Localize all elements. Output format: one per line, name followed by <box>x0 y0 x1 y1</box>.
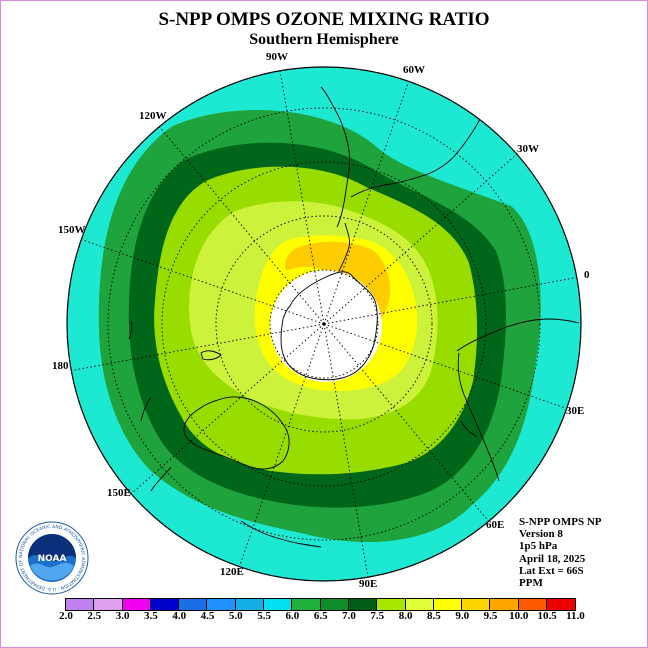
info-date: April 18, 2025 <box>519 552 586 565</box>
page-title: S-NPP OMPS OZONE MIXING RATIO <box>158 9 490 30</box>
colorbar <box>65 598 577 611</box>
colorbar-segment <box>66 599 95 610</box>
colorbar-tick-label: 9.5 <box>483 610 498 622</box>
colorbar-tick-label: 2.5 <box>87 610 102 622</box>
colorbar-segment <box>547 599 576 610</box>
colorbar-tick-label: 2.0 <box>59 610 73 622</box>
info-units: PPM <box>519 577 543 590</box>
colorbar-tick-label: 6.5 <box>313 610 328 622</box>
colorbar-segment <box>179 599 208 610</box>
lon-label-150w: 150W <box>58 224 86 236</box>
map-boundary <box>66 66 582 582</box>
colorbar-ticks: 2.0 2.5 3.0 3.5 4.0 4.5 5.0 5.5 6.0 6.5 7.0 7.5 8.0 8… <box>1 610 647 624</box>
svg-text:NOAA: NOAA <box>38 554 67 564</box>
colorbar-tick-label: 5.5 <box>257 610 271 622</box>
colorbar-tick-label: 8.5 <box>427 610 441 622</box>
lon-label-180: 180 <box>52 360 69 372</box>
info-version: Version 8 <box>519 528 563 541</box>
info-product: S-NPP OMPS NP <box>519 516 602 528</box>
colorbar-tick-label: 4.5 <box>200 610 215 622</box>
colorbar-tick-label: 5.0 <box>228 610 243 622</box>
info-pressure: 1p5 hPa <box>519 540 558 553</box>
lon-label-0: 0 <box>584 269 590 281</box>
colorbar-segment <box>518 599 548 610</box>
colorbar-segment <box>490 599 519 610</box>
colorbar-segment <box>433 599 463 610</box>
colorbar-segment <box>122 599 151 610</box>
page-subtitle: Southern Hemisphere <box>249 31 399 48</box>
lon-label-90e: 90E <box>359 578 378 590</box>
colorbar-tick-label: 9.0 <box>455 610 470 622</box>
colorbar-tick-label: 8.0 <box>398 610 413 622</box>
lon-label-120w: 120W <box>139 110 167 122</box>
colorbar-tick-label: 3.0 <box>115 610 130 622</box>
colorbar-tick-label: 11.0 <box>566 610 585 622</box>
lon-label-60w: 60W <box>403 64 425 76</box>
colorbar-segment <box>150 599 180 610</box>
colorbar-segment <box>377 599 406 610</box>
colorbar-tick-label: 10.0 <box>509 610 529 622</box>
polar-data-gap <box>270 270 382 382</box>
info-lat-extent: Lat Ext = 66S <box>519 564 584 577</box>
coastlines <box>128 86 580 548</box>
lon-label-30e: 30E <box>566 405 585 417</box>
colorbar-segment <box>348 599 378 610</box>
ozone-field <box>67 67 581 581</box>
lon-label-60e: 60E <box>486 519 505 531</box>
colorbar-segment <box>264 599 293 610</box>
colorbar-tick-label: 6.0 <box>285 610 300 622</box>
lon-label-150e: 150E <box>107 487 131 499</box>
colorbar-tick-label: 4.0 <box>172 610 187 622</box>
colorbar-segment <box>405 599 434 610</box>
colorbar-segment <box>292 599 321 610</box>
graticule <box>68 70 580 578</box>
colorbar-tick-label: 7.0 <box>342 610 356 622</box>
colorbar-segment <box>235 599 265 610</box>
colorbar-segment <box>320 599 349 610</box>
colorbar-segment <box>462 599 491 610</box>
colorbar-segment <box>94 599 123 610</box>
colorbar-tick-label: 3.5 <box>144 610 158 622</box>
noaa-logo: NATIONAL OCEANIC AND ATMOSPHERIC ADMINIS… <box>15 521 89 595</box>
lon-label-30w: 30W <box>517 143 539 155</box>
product-info: S-NPP OMPS NP Version 8 1p5 hPa April 18… <box>519 516 602 589</box>
colorbar-tick-label: 10.5 <box>537 610 557 622</box>
lon-label-120e: 120E <box>220 566 244 578</box>
south-pole-marker <box>322 322 326 326</box>
colorbar-tick-label: 7.5 <box>370 610 385 622</box>
lon-label-90w: 90W <box>266 51 288 63</box>
colorbar-segment <box>207 599 236 610</box>
